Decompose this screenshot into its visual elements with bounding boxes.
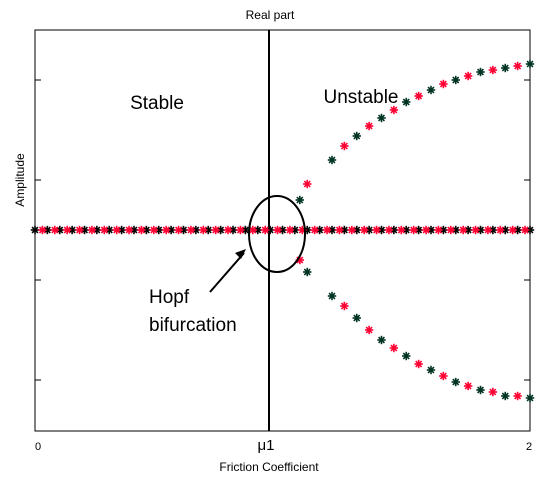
data-point-s2-2 — [352, 131, 361, 141]
data-point-s3-3 — [389, 105, 399, 115]
data-points — [30, 59, 535, 403]
data-point-s1-24 — [335, 225, 344, 235]
data-point-s3-2 — [364, 121, 374, 131]
data-point-s4-6 — [451, 377, 460, 387]
data-point-s1-25 — [347, 225, 356, 235]
data-point-s1-22 — [310, 225, 319, 235]
hopf-arrow-head — [235, 249, 246, 259]
data-point-s1-5 — [100, 225, 109, 235]
data-point-s1-20 — [285, 225, 295, 235]
data-point-s2-8 — [501, 63, 510, 73]
data-point-s1-11 — [174, 225, 183, 235]
data-point-s5-8 — [513, 391, 522, 401]
x-tick-label-mu1: μ1 — [258, 437, 275, 454]
data-point-s1-39 — [520, 225, 530, 235]
x-axis-label: Friction Coefficient — [219, 460, 319, 474]
hopf-label-line1: Hopf — [149, 287, 190, 308]
stable-label: Stable — [130, 93, 184, 114]
data-point-s1-7 — [124, 225, 134, 235]
data-point-s1-35 — [471, 225, 480, 235]
chart-title: Real part — [246, 8, 295, 22]
data-point-s1-33 — [446, 225, 455, 235]
data-point-s2-4 — [402, 97, 411, 107]
data-point-s1-32 — [434, 225, 443, 235]
data-point-s1-17 — [248, 225, 257, 235]
data-point-s1-18 — [260, 225, 270, 235]
data-point-s1-0 — [38, 225, 47, 235]
unstable-label: Unstable — [324, 87, 399, 108]
data-point-s1-31 — [421, 225, 431, 235]
data-point-s1-27 — [372, 225, 381, 235]
data-point-s1-1 — [50, 225, 59, 235]
data-point-s2-7 — [476, 67, 485, 77]
data-point-s1-23 — [322, 225, 332, 235]
data-point-s1-13 — [199, 225, 208, 235]
data-point-s5-7 — [488, 387, 498, 397]
data-point-s2-1 — [327, 155, 337, 165]
x-tick-label-2: 2 — [526, 441, 532, 453]
data-point-s1-2 — [62, 225, 72, 235]
data-point-s3-8 — [513, 61, 522, 71]
data-point-s1-34 — [458, 225, 468, 235]
data-point-s1-8 — [137, 225, 146, 235]
data-point-s5-4 — [414, 359, 423, 369]
data-point-s1-26 — [359, 225, 369, 235]
data-point-s2-9 — [525, 59, 535, 69]
data-point-s1-12 — [186, 225, 196, 235]
data-point-s3-4 — [414, 91, 423, 101]
data-point-s4-2 — [352, 313, 361, 323]
data-point-s2-0 — [295, 195, 305, 205]
data-point-s4-1 — [327, 291, 337, 301]
data-point-s5-1 — [340, 301, 349, 311]
data-point-s4-0 — [303, 267, 312, 277]
data-point-s5-5 — [439, 371, 448, 381]
hopf-label-line2: bifurcation — [149, 315, 237, 336]
data-point-s4-4 — [402, 351, 411, 361]
data-point-s4-9 — [525, 393, 535, 403]
data-point-s2-6 — [451, 75, 460, 85]
data-point-s2-3 — [377, 113, 386, 123]
data-point-s1-3 — [75, 225, 84, 235]
data-point-s0-0 — [30, 225, 40, 235]
data-point-s1-6 — [112, 225, 121, 235]
data-point-s1-28 — [384, 225, 394, 235]
data-point-s2-5 — [426, 85, 436, 95]
hopf-arrow-shaft — [209, 252, 245, 293]
data-point-s5-6 — [463, 381, 473, 391]
data-point-s3-1 — [340, 141, 349, 151]
data-point-s4-3 — [377, 335, 386, 345]
data-point-s1-30 — [409, 225, 418, 235]
data-point-s1-14 — [211, 225, 220, 235]
data-point-s1-16 — [236, 225, 245, 235]
data-point-s1-10 — [161, 225, 171, 235]
data-point-s1-36 — [483, 225, 493, 235]
data-point-s5-3 — [389, 343, 399, 353]
hopf-ellipse — [248, 195, 306, 273]
data-point-s1-29 — [397, 225, 406, 235]
data-point-s4-5 — [426, 365, 436, 375]
y-ticks — [35, 79, 530, 381]
data-point-s4-7 — [476, 385, 485, 395]
data-point-s1-9 — [149, 225, 158, 235]
data-point-s1-37 — [496, 225, 505, 235]
data-point-s3-0 — [303, 179, 312, 189]
data-point-s3-7 — [488, 65, 498, 75]
data-point-s1-38 — [508, 225, 517, 235]
data-point-s1-4 — [87, 225, 97, 235]
data-point-s1-19 — [273, 225, 282, 235]
data-point-s3-6 — [463, 71, 473, 81]
data-point-s3-5 — [439, 79, 448, 89]
data-point-s5-2 — [364, 325, 374, 335]
data-point-s4-8 — [501, 391, 510, 401]
x-tick-label-0: 0 — [35, 441, 41, 453]
y-axis-label: Amplitude — [13, 153, 27, 207]
data-point-s1-15 — [223, 225, 233, 235]
